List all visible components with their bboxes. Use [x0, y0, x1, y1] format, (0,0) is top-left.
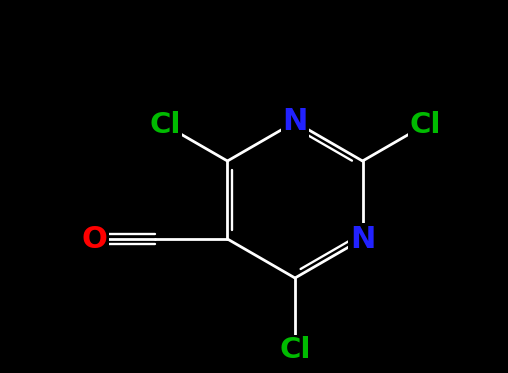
- Text: Cl: Cl: [409, 111, 440, 139]
- Text: N: N: [350, 225, 375, 254]
- Text: Cl: Cl: [279, 336, 311, 364]
- Text: Cl: Cl: [149, 111, 181, 139]
- Text: N: N: [282, 107, 308, 137]
- Text: O: O: [81, 225, 107, 254]
